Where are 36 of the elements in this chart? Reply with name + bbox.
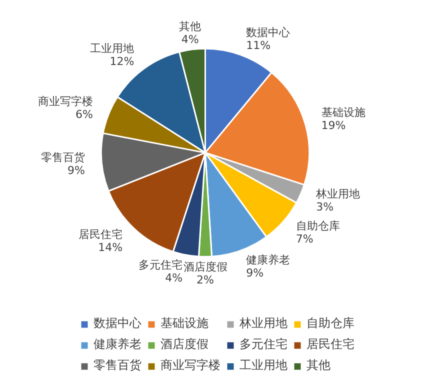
data-label: 6% bbox=[75, 108, 93, 122]
legend-label: 基础设施 bbox=[160, 315, 208, 332]
slice-label: 工业用地 bbox=[90, 42, 134, 55]
slice-label: 多元住宅 bbox=[138, 258, 183, 272]
legend-label: 林业用地 bbox=[240, 315, 288, 332]
legend-label: 数据中心 bbox=[94, 315, 142, 332]
legend-label: 健康养老 bbox=[94, 336, 142, 353]
legend-label: 多元住宅 bbox=[240, 336, 288, 353]
data-label: 4% bbox=[165, 271, 183, 284]
data-label: 9% bbox=[246, 266, 264, 280]
legend-label: 自助仓库 bbox=[306, 315, 354, 332]
slice-label: 林业用地 bbox=[315, 188, 360, 201]
legend-label: 酒店度假 bbox=[160, 336, 208, 353]
data-label: 12% bbox=[110, 54, 134, 68]
slice-label: 其他 bbox=[179, 20, 202, 33]
legend-label: 商业写字楼 bbox=[160, 357, 220, 374]
legend-label: 其他 bbox=[306, 357, 330, 374]
data-label: 4% bbox=[181, 32, 199, 46]
data-label: 14% bbox=[98, 240, 123, 254]
data-label: 9% bbox=[68, 164, 85, 178]
data-label: 19% bbox=[321, 118, 346, 132]
slice-label: 商业写字楼 bbox=[38, 95, 93, 108]
legend-label: 零售百货 bbox=[94, 357, 142, 374]
legend-label: 居民住宅 bbox=[306, 336, 354, 353]
slice-label: 酒店度假 bbox=[183, 260, 228, 274]
data-label: 11% bbox=[246, 38, 271, 52]
slice-label: 健康养老 bbox=[246, 253, 290, 266]
data-label: 7% bbox=[296, 232, 314, 246]
slice-label: 数据中心 bbox=[246, 26, 290, 39]
data-label: 2% bbox=[196, 274, 214, 287]
legend-label: 工业用地 bbox=[240, 357, 288, 374]
slice-label: 居民住宅 bbox=[78, 228, 123, 241]
slice-label: 自助仓库 bbox=[296, 220, 340, 233]
data-label: 3% bbox=[316, 200, 334, 214]
slice-label: 基础设施 bbox=[321, 106, 366, 119]
slice-label: 零售百货 bbox=[40, 151, 85, 164]
